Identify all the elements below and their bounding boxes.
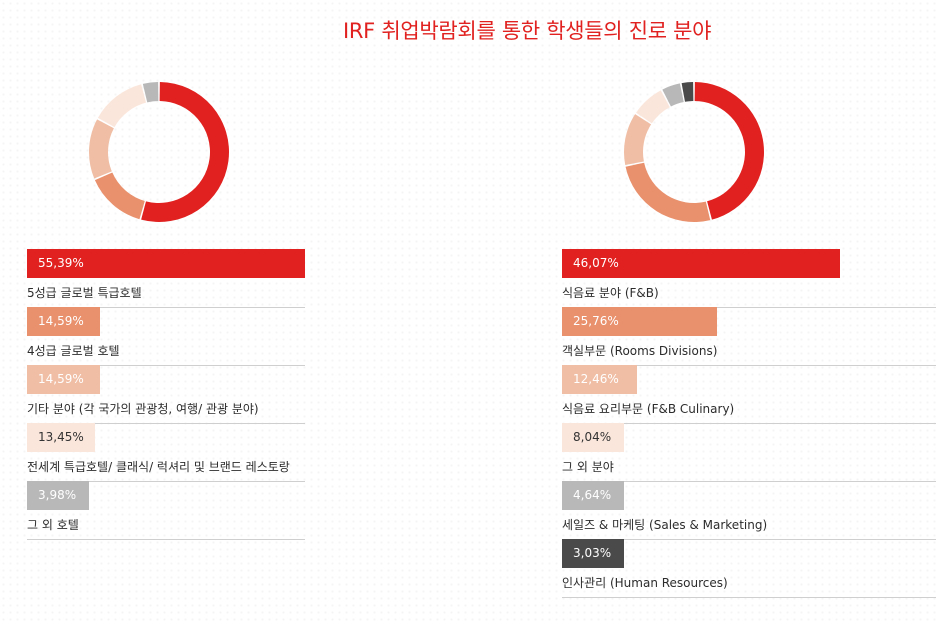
row-divider: [27, 365, 305, 366]
donut-slice: [662, 83, 684, 107]
value-bar: 4,64%: [562, 481, 624, 510]
row-divider: [562, 423, 936, 424]
donut-slice: [694, 82, 765, 220]
row-divider: [27, 481, 305, 482]
category-label: 전세계 특급호텔/ 클래식/ 럭셔리 및 브랜드 레스토랑: [27, 460, 290, 474]
legend-row: 13,45% 전세계 특급호텔/ 클래식/ 럭셔리 및 브랜드 레스토랑: [27, 423, 305, 482]
donut-chart-job-fields: [619, 77, 769, 227]
value-bar: 8,04%: [562, 423, 624, 452]
donut-slice: [97, 84, 147, 128]
legend-row: 3,03% 인사관리 (Human Resources): [562, 539, 936, 598]
category-label: 기타 분야 (각 국가의 관광청, 여행/ 관광 분야): [27, 402, 259, 416]
row-divider: [27, 307, 305, 308]
value-bar: 12,46%: [562, 365, 638, 394]
legend-list-hotel-types: 55,39% 5성급 글로벌 특급호텔 14,59% 4성급 글로벌 호텔 14,59%…: [27, 249, 305, 540]
category-label: 식음료 분야 (F&B): [562, 286, 659, 300]
page-title: IRF 취업박람회를 통한 학생들의 진로 분야: [343, 19, 712, 43]
value-bar: 3,03%: [562, 539, 624, 568]
value-bar: 55,39%: [27, 249, 305, 278]
donut-slice: [142, 82, 159, 103]
donut-slice: [636, 90, 670, 124]
row-divider: [562, 365, 936, 366]
row-divider: [562, 539, 936, 540]
category-label: 그 외 분야: [562, 460, 614, 474]
donut-chart-svg: [624, 82, 765, 222]
category-label: 4성급 글로벌 호텔: [27, 344, 120, 358]
row-divider: [562, 307, 936, 308]
category-label: 객실부문 (Rooms Divisions): [562, 344, 718, 358]
category-label: 세일즈 & 마케팅 (Sales & Marketing): [562, 518, 768, 532]
value-bar: 14,59%: [27, 365, 101, 394]
row-divider: [562, 481, 936, 482]
legend-row: 3,98% 그 외 호텔: [27, 481, 305, 540]
value-bar: 14,59%: [27, 307, 101, 336]
legend-row: 12,46% 식음료 요리부문 (F&B Culinary): [562, 365, 936, 424]
value-bar: 13,45%: [27, 423, 95, 452]
row-divider: [27, 539, 305, 540]
donut-slice: [141, 82, 229, 223]
value-bar: 25,76%: [562, 307, 718, 336]
donut-slice: [94, 172, 145, 220]
legend-row: 25,76% 객실부문 (Rooms Divisions): [562, 307, 936, 366]
legend-row: 14,59% 기타 분야 (각 국가의 관광청, 여행/ 관광 분야): [27, 365, 305, 424]
donut-chart-hotel-types: [84, 77, 234, 227]
category-label: 식음료 요리부문 (F&B Culinary): [562, 402, 735, 416]
legend-row: 14,59% 4성급 글로벌 호텔: [27, 307, 305, 366]
value-bar: 3,98%: [27, 481, 89, 510]
category-label: 인사관리 (Human Resources): [562, 576, 728, 590]
legend-row: 4,64% 세일즈 & 마케팅 (Sales & Marketing): [562, 481, 936, 540]
legend-list-job-fields: 46,07% 식음료 분야 (F&B) 25,76% 객실부문 (Rooms Divi…: [562, 249, 936, 598]
donut-slice: [681, 82, 694, 102]
category-label: 5성급 글로벌 특급호텔: [27, 286, 142, 300]
category-label: 그 외 호텔: [27, 518, 79, 532]
donut-slice: [625, 162, 711, 222]
row-divider: [27, 423, 305, 424]
donut-chart-svg: [89, 82, 229, 223]
row-divider: [562, 597, 936, 598]
donut-slice: [624, 114, 652, 165]
legend-row: 8,04% 그 외 분야: [562, 423, 936, 482]
legend-row: 46,07% 식음료 분야 (F&B): [562, 249, 936, 308]
donut-slice: [89, 119, 114, 179]
value-bar: 46,07%: [562, 249, 840, 278]
legend-row: 55,39% 5성급 글로벌 특급호텔: [27, 249, 305, 308]
